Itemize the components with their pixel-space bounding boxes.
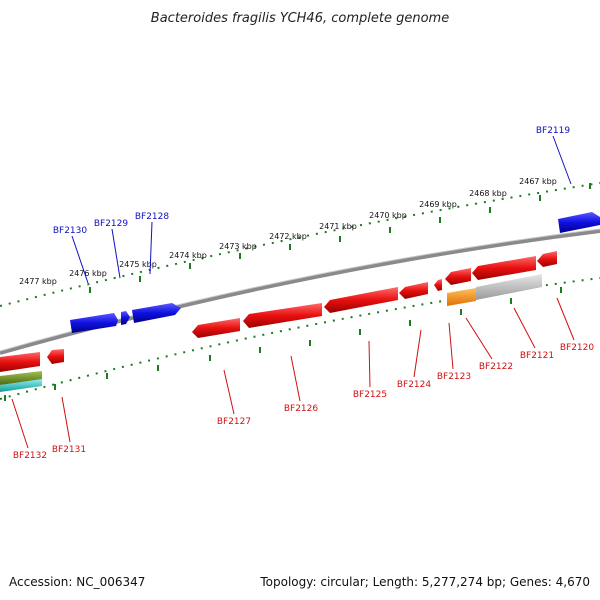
gene-label-bf2119[interactable]: BF2119	[536, 126, 571, 136]
gene-label-bf2122[interactable]: BF2122	[479, 362, 513, 372]
forward-gene-leaders	[71, 135, 572, 284]
gene-label-bf2123[interactable]: BF2123	[437, 372, 471, 382]
gene-arrow-bf2124[interactable]	[399, 282, 428, 299]
gene-label-bf2120[interactable]: BF2120	[560, 343, 595, 353]
scale-label-2472: 2472 kbp	[269, 232, 307, 241]
gene-arrow-bf2122[interactable]	[445, 268, 471, 285]
gene-arrow-bf2126[interactable]	[243, 303, 322, 328]
gene-label-bf2130[interactable]: BF2130	[53, 226, 88, 236]
reverse-gene-leaders	[11, 297, 575, 449]
gene-label-bf2126[interactable]: BF2126	[284, 404, 319, 414]
accession-text: Accession: NC_006347	[9, 575, 145, 589]
gene-arrow-bf2119[interactable]	[558, 212, 600, 233]
gene-label-bf2121[interactable]: BF2121	[520, 351, 554, 361]
scale-label-2469: 2469 kbp	[419, 200, 457, 209]
scale-label-2473: 2473 kbp	[219, 242, 257, 251]
feature-cyan[interactable]	[0, 379, 42, 392]
feature-gray[interactable]	[476, 274, 542, 300]
scale-label-2476: 2476 kbp	[69, 269, 107, 278]
gene-arrow-bf2129[interactable]	[121, 311, 130, 325]
gene-arrow-bf2125[interactable]	[324, 287, 398, 313]
scale-label-2471: 2471 kbp	[319, 222, 357, 231]
forward-gene-labels: BF2130 BF2129 BF2128 BF2119	[53, 126, 571, 236]
scale-labels: 2477 kbp 2476 kbp 2475 kbp 2474 kbp 2473…	[19, 177, 557, 286]
gene-arrow-bf2132[interactable]	[0, 352, 40, 372]
gene-arrow-bf2121[interactable]	[472, 256, 536, 280]
gene-label-bf2129[interactable]: BF2129	[94, 219, 129, 229]
gene-label-bf2132[interactable]: BF2132	[13, 451, 47, 461]
scale-label-2468: 2468 kbp	[469, 189, 507, 198]
gene-label-bf2131[interactable]: BF2131	[52, 445, 86, 455]
gene-label-bf2124[interactable]: BF2124	[397, 380, 432, 390]
scale-label-2475: 2475 kbp	[119, 260, 157, 269]
scale-label-2477: 2477 kbp	[19, 277, 57, 286]
feature-orange[interactable]	[447, 288, 476, 306]
gene-arrow-bf2128[interactable]	[132, 303, 181, 323]
gene-label-bf2125[interactable]: BF2125	[353, 390, 387, 400]
forward-major-ticks	[89, 183, 591, 293]
gene-label-bf2128[interactable]: BF2128	[135, 212, 170, 222]
scale-label-2474: 2474 kbp	[169, 251, 207, 260]
reverse-genes	[0, 251, 557, 392]
gene-arrow-bf2120[interactable]	[537, 251, 557, 267]
gene-arrow-bf2131[interactable]	[47, 349, 64, 364]
map-title: Bacteroides fragilis YCH46, complete gen…	[151, 11, 449, 26]
genome-summary-text: Topology: circular; Length: 5,277,274 bp…	[259, 575, 590, 589]
gene-label-bf2127[interactable]: BF2127	[217, 417, 251, 427]
reverse-scale-line	[0, 277, 600, 400]
reverse-major-ticks	[4, 287, 562, 401]
scale-label-2467: 2467 kbp	[519, 177, 557, 186]
feature-olive[interactable]	[0, 371, 42, 385]
reverse-gene-labels: BF2132 BF2131 BF2127 BF2126 BF2125 BF212…	[13, 343, 595, 461]
gene-arrow-bf2123[interactable]	[434, 279, 442, 291]
scale-label-2470: 2470 kbp	[369, 211, 407, 220]
forward-scale-line	[0, 182, 600, 307]
forward-genes	[70, 212, 600, 333]
gene-arrow-bf2127[interactable]	[192, 318, 240, 338]
gene-arrow-bf2130[interactable]	[70, 313, 118, 333]
